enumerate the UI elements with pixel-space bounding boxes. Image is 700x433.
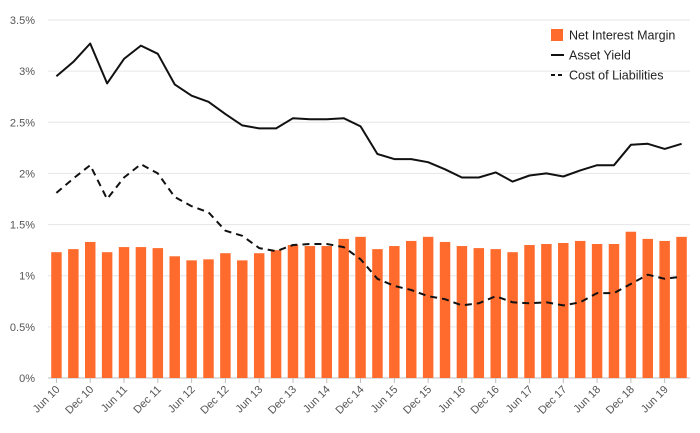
- nim-bar: [625, 231, 637, 378]
- x-tick-label: Dec 10: [63, 384, 96, 417]
- y-tick-label: 2%: [19, 168, 35, 180]
- y-tick-label: 1%: [19, 271, 35, 283]
- x-tick-label: Jun 16: [436, 384, 468, 416]
- nim-bar: [524, 245, 535, 378]
- nim-bar: [237, 260, 248, 378]
- nim-bar: [270, 250, 282, 378]
- nim-bar: [101, 252, 113, 378]
- legend-label: Net Interest Margin: [569, 29, 675, 43]
- x-tick-label: Dec 15: [401, 384, 434, 417]
- nim-bar: [422, 236, 434, 378]
- nim-bar: [456, 246, 468, 378]
- x-tick-label: Jun 10: [31, 384, 63, 416]
- nim-bar: [659, 240, 670, 378]
- x-tick-label: Dec 18: [604, 384, 637, 417]
- nim-bar: [642, 238, 654, 378]
- x-tick-label: Dec 12: [198, 384, 231, 417]
- y-tick-label: 2.5%: [10, 117, 35, 129]
- bar-series: [51, 231, 687, 378]
- nim-bar: [253, 253, 265, 378]
- x-tick-label: Dec 14: [334, 384, 367, 417]
- x-tick-label: Dec 16: [469, 384, 502, 417]
- nim-bar: [405, 240, 417, 378]
- nim-bar: [321, 246, 333, 378]
- y-tick-label: 0.5%: [10, 322, 35, 334]
- y-tick-label: 0%: [19, 373, 35, 385]
- nim-bar: [152, 248, 164, 378]
- legend-label: Asset Yield: [569, 49, 631, 63]
- nim-bar: [558, 242, 569, 378]
- x-tick-label: Dec 17: [536, 384, 569, 417]
- nim-bar: [372, 249, 383, 378]
- nim-bar: [51, 252, 62, 378]
- asset-yield-line: [55, 42, 682, 183]
- legend-label: Cost of Liabilities: [569, 69, 664, 83]
- nim-bar: [473, 248, 485, 378]
- x-tick-label: Jun 17: [504, 384, 536, 416]
- x-tick-label: Jun 18: [571, 384, 603, 416]
- nim-bar: [118, 247, 130, 378]
- nim-bar: [220, 253, 231, 378]
- x-tick-label: Jun 12: [166, 384, 198, 416]
- nim-bar: [186, 260, 197, 378]
- cost-of-liabilities-line: [55, 163, 682, 307]
- nim-bar: [68, 249, 79, 378]
- y-tick-label: 3%: [19, 66, 35, 78]
- nim-bar: [389, 246, 400, 378]
- line-series: [55, 42, 682, 307]
- legend-swatch-bar: [551, 29, 563, 41]
- nim-bar: [439, 241, 451, 378]
- x-tick-label: Jun 14: [301, 384, 333, 416]
- nim-bar: [304, 246, 316, 378]
- nim-bar: [608, 244, 620, 378]
- nim-bar: [507, 252, 518, 378]
- nim-bar: [591, 244, 603, 378]
- x-tick-label: Jun 15: [369, 384, 401, 416]
- nim-bar: [287, 245, 299, 378]
- x-tick-label: Jun 13: [233, 384, 265, 416]
- nim-bar: [541, 244, 552, 378]
- legend: Net Interest Margin Asset Yield Cost of Li…: [551, 29, 675, 83]
- y-tick-label: 3.5%: [10, 15, 35, 27]
- nim-bar: [490, 249, 501, 378]
- nim-bar: [203, 259, 214, 378]
- x-tick-label: Dec 11: [131, 384, 164, 417]
- y-tick-label: 1.5%: [10, 220, 35, 232]
- x-tick-label: Dec 13: [266, 384, 299, 417]
- nim-bar: [574, 240, 586, 378]
- x-tick-label: Jun 11: [99, 384, 130, 415]
- x-tick-label: Jun 19: [639, 384, 671, 416]
- nim-bar: [84, 241, 96, 378]
- nim-bar: [355, 236, 366, 378]
- nim-bar: [676, 236, 687, 378]
- nim-bar: [135, 247, 147, 378]
- nim-bar: [169, 256, 180, 378]
- nim-bar: [338, 238, 349, 378]
